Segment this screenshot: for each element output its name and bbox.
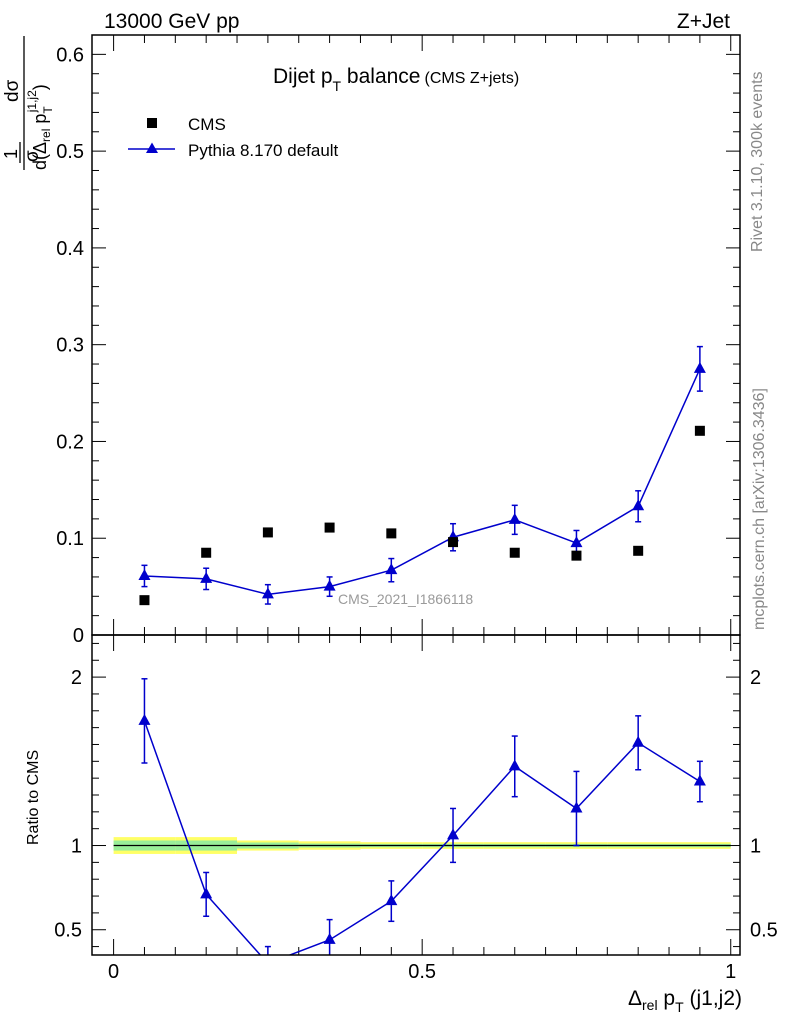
cms-point [633,545,644,556]
legend-cms-label: CMS [188,115,226,134]
ratio-ytick-label-left: 2 [71,667,82,689]
ylabel-prefix: 1 [1,149,21,159]
legend: CMS Pythia 8.170 default [128,115,339,160]
ratio-frame [91,634,741,956]
ratio-axis-ticks: 0.5 0.5 1 1 2 2 0 0.5 1 [54,635,778,983]
ratio-point [447,828,460,840]
main-ylabel: 1 σ dσ d(Δrel pTj1,j2) [1,36,55,170]
mc-point [570,536,583,548]
cms-point [139,595,150,606]
ratio-point [138,713,151,725]
mc-point [138,568,151,580]
mc-point [200,571,213,583]
ratio-xtick-label: 1 [725,961,736,983]
main-ytick-label: 0.6 [56,44,84,66]
ratio-point [632,735,645,747]
mc-point [385,563,398,575]
rivet-label: Rivet 3.1.10, 300k events [749,71,766,252]
legend-mc-label: Pythia 8.170 default [188,141,339,160]
main-ytick-label: 0.1 [56,528,84,550]
main-ytick-label: 0.2 [56,431,84,453]
main-ytick-label: 0.5 [56,141,84,163]
cms-point [571,550,582,561]
ratio-point [262,956,274,967]
cms-point [201,547,212,558]
cms-point [262,527,273,538]
mc-line [144,368,701,596]
mc-point [261,587,274,599]
main-axis-ticks: 0 0.1 0.2 0.3 0.4 0.5 0.6 [56,34,740,647]
mc-point [693,361,706,373]
ratio-xtick-label: 0.5 [408,961,436,983]
cms-point [448,537,459,548]
ratio-point [508,759,521,771]
ratio-ytick-label-left: 0.5 [54,920,82,942]
cms-point [386,528,397,539]
header-energy: 13000 GeV pp [104,10,239,33]
mc-point [323,579,336,591]
ratio-xtick-label: 0 [108,961,119,983]
ratio-point [693,774,706,786]
ratio-point [570,801,583,813]
mc-point [508,512,521,524]
main-ytick-label: 0.3 [56,335,84,357]
main-ytick-label: 0.4 [56,238,84,260]
ylabel-sigma: σ [22,150,43,162]
watermark: CMS_2021_I1866118 [338,591,473,607]
ratio-series [138,678,706,967]
ratio-uncertainty-band [113,837,731,854]
ratio-ytick-label-right: 2 [750,667,761,689]
header-process: Z+Jet [677,10,730,33]
ratio-panel: 0.5 0.5 1 1 2 2 0 0.5 1 Ratio to CMS Δrel pT (j1… [25,634,778,1015]
mcplots-label: mcplots.cern.ch [arXiv:1306.3436] [751,388,768,630]
ratio-ylabel: Ratio to CMS [25,750,42,845]
ratio-ytick-label-left: 1 [71,836,82,858]
chart-title: Dijet pT balance (CMS Z+jets) [273,65,519,94]
x-axis-label: Δrel pT (j1,j2) [628,987,742,1015]
legend-mc-marker [146,142,158,153]
cms-point [324,522,335,533]
ratio-ytick-label-right: 1 [750,836,761,858]
cms-point [509,547,520,558]
cms-point [694,425,705,436]
ratio-point [323,932,336,944]
ratio-point [385,894,398,906]
legend-cms-marker [147,118,157,128]
ratio-ytick-label-right: 0.5 [750,920,778,942]
mc-point [632,499,645,511]
main-panel: 0 0.1 0.2 0.3 0.4 0.5 0.6 Dijet pT balance (CMS… [1,34,741,647]
ylabel-numerator: dσ [2,79,23,102]
ratio-line [143,720,701,955]
ylabel-denominator: d(Δrel pTj1,j2) [25,84,55,170]
main-series [138,345,706,606]
ratio-point [200,887,213,899]
main-ytick-label: 0 [73,625,84,647]
